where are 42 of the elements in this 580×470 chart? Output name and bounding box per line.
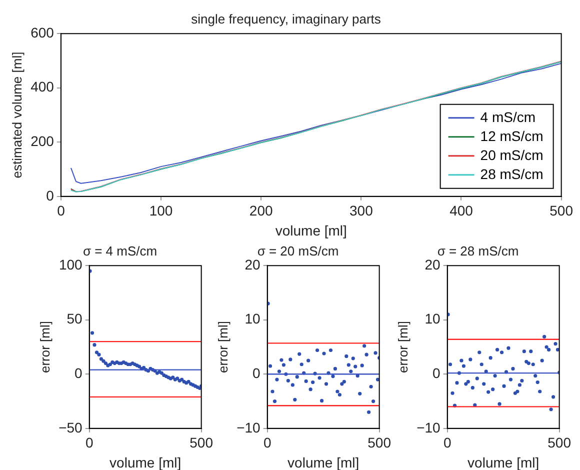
y-tick-label: 0	[46, 187, 54, 204]
x-axis-title: volume [ml]	[110, 454, 182, 470]
y-tick-label: 100	[58, 256, 83, 272]
legend-label: 12 mS/cm	[480, 128, 544, 144]
x-tick-label: 300	[349, 202, 374, 219]
x-axis-title: volume [ml]	[275, 222, 347, 238]
x-tick-label: 0	[263, 434, 272, 451]
y-tick-label: 0	[252, 364, 261, 381]
y-axis-title: estimated volume [ml]	[9, 52, 24, 178]
x-tick-label: 500	[548, 434, 572, 451]
y-tick-label: 10	[424, 310, 441, 327]
y-tick-label: 0	[74, 364, 83, 381]
y-tick-label: −50	[58, 419, 83, 436]
x-tick-label: 0	[443, 434, 452, 451]
x-axis-title: volume [ml]	[288, 454, 360, 470]
x-tick-label: 0	[85, 434, 94, 451]
x-axis-title: volume [ml]	[468, 454, 540, 470]
y-tick-label: 0	[432, 364, 441, 381]
chart-title: single frequency, imaginary parts	[191, 11, 382, 26]
x-tick-label: 500	[368, 434, 392, 451]
legend-label: 28 mS/cm	[480, 166, 544, 182]
y-axis-title: error [ml]	[215, 321, 230, 373]
chart-title: σ = 20 mS/cm	[257, 243, 339, 258]
y-tick-label: 200	[30, 132, 54, 149]
y-tick-label: −10	[236, 419, 261, 436]
legend-label: 20 mS/cm	[480, 146, 544, 163]
y-tick-label: 20	[424, 256, 441, 272]
x-tick-label: 400	[450, 202, 474, 219]
y-tick-label: 600	[30, 24, 54, 40]
x-tick-label: 500	[550, 202, 574, 219]
y-tick-label: 400	[30, 78, 54, 95]
y-tick-label: 10	[244, 310, 261, 327]
y-axis-title: error [ml]	[37, 321, 52, 373]
x-tick-label: 100	[149, 202, 173, 219]
y-tick-label: 20	[244, 256, 261, 272]
legend-label: 4 mS/cm	[480, 108, 536, 125]
chart-title: σ = 4 mS/cm	[82, 243, 158, 258]
x-tick-label: 500	[190, 434, 214, 451]
y-tick-label: −10	[416, 419, 441, 436]
y-axis-title: error [ml]	[395, 321, 410, 373]
y-tick-label: 50	[66, 310, 83, 327]
chart-title: σ = 28 mS/cm	[437, 243, 519, 258]
